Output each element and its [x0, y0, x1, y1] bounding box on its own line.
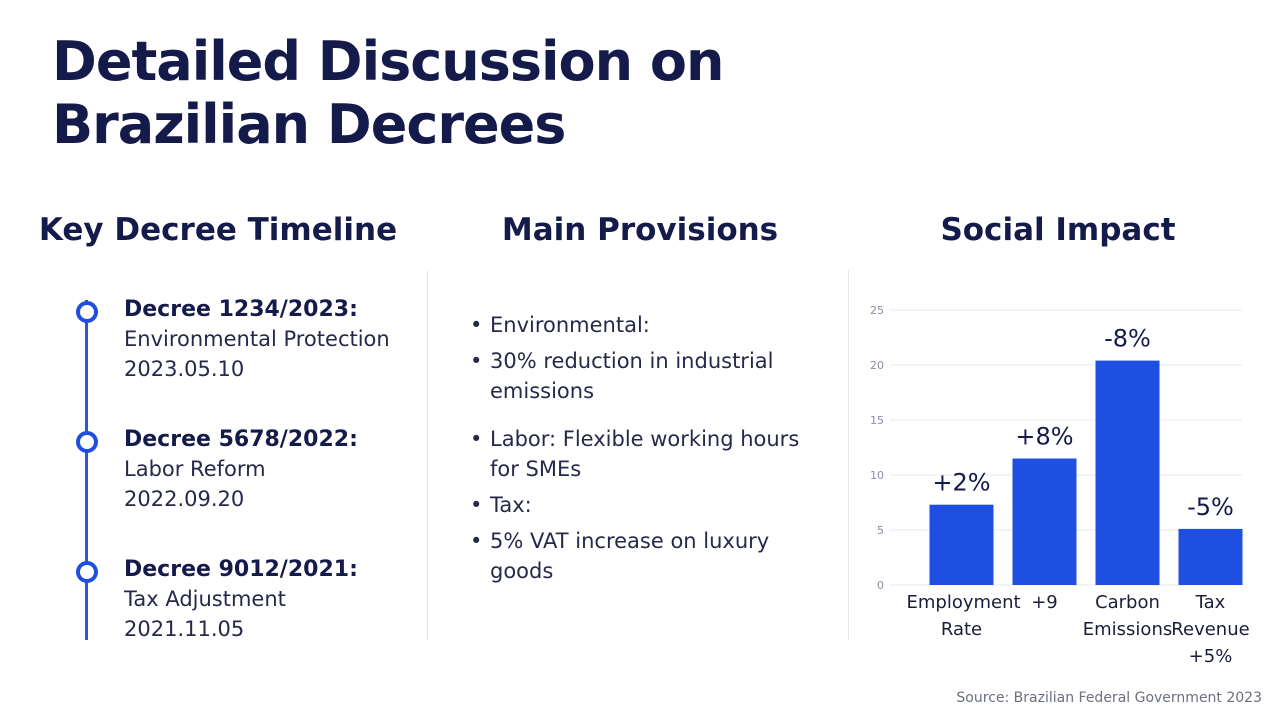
divider [848, 270, 849, 640]
bar-annotation: +8% [1015, 423, 1073, 451]
slide-title: Detailed Discussion on Brazilian Decrees [52, 30, 724, 156]
timeline-dot [76, 431, 98, 453]
bar-annotation: -8% [1104, 325, 1151, 353]
column-heading: Main Provisions [501, 212, 779, 248]
decree-subject: Environmental Protection [124, 327, 390, 351]
y-tick-label: 10 [870, 469, 884, 482]
bar-annotation: +2% [932, 469, 990, 497]
bar [929, 504, 994, 585]
decree-date: 2023.05.10 [124, 357, 245, 381]
x-tick-label: Tax Revenue +5% [1171, 592, 1250, 667]
timeline-dot [76, 561, 98, 583]
x-tick-label: Employment Rate [906, 592, 1021, 640]
impact-chart: 0 5 10 15 20 25 +2% +8% -8% -5% [870, 304, 1243, 592]
column-heading: Key Decree Timeline [38, 212, 398, 248]
x-tick-label: +9 [1031, 592, 1058, 613]
bar-annotation: -5% [1187, 493, 1234, 521]
provision-item: Labor: Flexible working hours for SMEs [470, 424, 810, 484]
decree-subject: Tax Adjustment [124, 587, 286, 611]
decree-subject: Labor Reform [124, 457, 266, 481]
provision-list: Environmental: 30% reduction in industria… [470, 310, 810, 592]
provision-item: Tax: [470, 490, 810, 520]
decree-name: Decree 5678/2022: [124, 427, 358, 452]
y-tick-label: 25 [870, 304, 884, 317]
y-tick-label: 0 [877, 579, 884, 592]
divider [427, 270, 428, 640]
decree-name: Decree 9012/2021: [124, 557, 358, 582]
y-tick-label: 20 [870, 359, 884, 372]
column-heading: Social Impact [940, 212, 1176, 248]
provision-item: 30% reduction in industrial emissions [470, 346, 810, 406]
decree-date: 2021.11.05 [124, 617, 245, 641]
provision-item: Environmental: [470, 310, 810, 340]
bar [1095, 360, 1160, 585]
y-tick-label: 5 [877, 524, 884, 537]
decree-name: Decree 1234/2023: [124, 297, 358, 322]
timeline-dot [76, 301, 98, 323]
bar [1178, 528, 1243, 585]
provision-item: 5% VAT increase on luxury goods [470, 526, 810, 586]
decree-date: 2022.09.20 [124, 487, 245, 511]
x-tick-label: Carbon Emissions [1082, 592, 1173, 640]
y-tick-label: 15 [870, 414, 884, 427]
source: Source: Brazilian Federal Government 202… [956, 690, 1262, 706]
timeline-line [85, 300, 88, 640]
bar [1012, 458, 1077, 585]
